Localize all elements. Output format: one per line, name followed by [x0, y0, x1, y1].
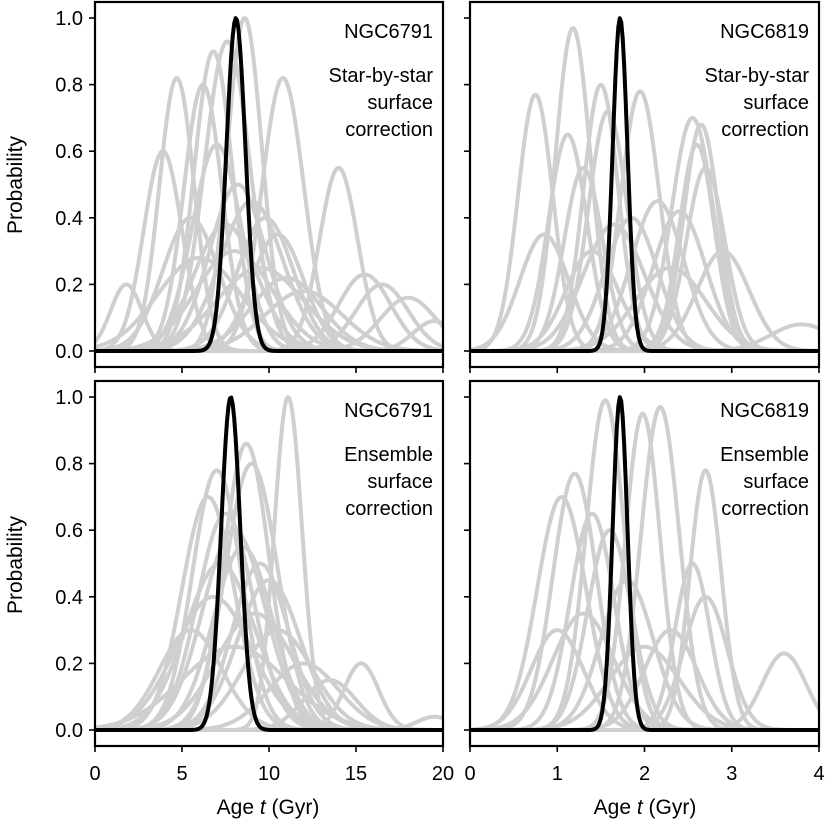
panel-ngc6791-ensemble: 0.0 0.2 0.4 0.6 0.8 1.0 0 5 10 15 20 NGC6791 Ensembl…	[55, 379, 454, 785]
method-label-line: surface	[367, 471, 433, 493]
method-label-line: correction	[345, 498, 433, 520]
ytick-label: 1.0	[55, 387, 83, 409]
xtick-label: 5	[176, 763, 187, 785]
ytick-label: 0.0	[55, 341, 83, 363]
cluster-label: NGC6819	[720, 400, 809, 422]
xtick-label: 15	[345, 763, 367, 785]
cluster-label: NGC6791	[344, 400, 433, 422]
individual-pdf-5	[470, 511, 819, 732]
individual-pdf-10	[470, 578, 819, 732]
curves	[470, 16, 819, 353]
xtick-label: 1	[552, 763, 563, 785]
method-label-line: Ensemble	[344, 444, 433, 466]
combined-pdf	[470, 16, 819, 353]
cluster-label: NGC6791	[344, 21, 433, 43]
curves	[470, 395, 819, 732]
ytick-label: 0.4	[55, 587, 83, 609]
curves	[95, 395, 443, 732]
method-label-line: correction	[721, 498, 809, 520]
xtick-label: 0	[464, 763, 475, 785]
xlabel-left: Age t (Gyr)	[217, 796, 320, 819]
ytick-label: 0.2	[55, 653, 83, 675]
curves	[95, 16, 443, 353]
ytick-label: 0.8	[55, 454, 83, 476]
cluster-label: NGC6819	[720, 21, 809, 43]
xtick-label: 2	[639, 763, 650, 785]
panel-ngc6819-star-by-star: NGC6819 Star-by-star surface correction	[464, 0, 821, 373]
xtick-label: 20	[432, 763, 454, 785]
ytick-label: 1.0	[55, 8, 83, 30]
method-label-line: Ensemble	[720, 444, 809, 466]
xtick-label: 4	[813, 763, 824, 785]
method-label-line: surface	[743, 92, 809, 114]
method-label-line: correction	[345, 119, 433, 141]
individual-pdf-10	[470, 142, 819, 353]
ylabel-top: Probability	[4, 135, 27, 234]
xtick-label: 3	[726, 763, 737, 785]
individual-pdf-6	[470, 528, 819, 732]
method-label-line: surface	[367, 92, 433, 114]
method-label-line: correction	[721, 119, 809, 141]
combined-pdf	[95, 395, 443, 732]
ytick-label: 0.8	[55, 75, 83, 97]
xtick-label: 0	[89, 763, 100, 785]
ytick-label: 0.4	[55, 208, 83, 230]
combined-pdf	[470, 395, 819, 732]
panel-ngc6819-ensemble: 0 1 2 3 4 NGC6819 Ensemble surface correction	[464, 379, 825, 785]
xlabel-right: Age t (Gyr)	[594, 796, 697, 819]
ytick-label: 0.2	[55, 274, 83, 296]
method-label-line: Star-by-star	[329, 65, 434, 87]
method-label-line: surface	[743, 471, 809, 493]
panel-ngc6791-star-by-star: 0.0 0.2 0.4 0.6 0.8 1.0 NGC6791 Star-by-star sur…	[55, 0, 445, 373]
ytick-label: 0.0	[55, 720, 83, 742]
ytick-label: 0.6	[55, 520, 83, 542]
ytick-label: 0.6	[55, 141, 83, 163]
combined-pdf	[95, 16, 443, 353]
method-label-line: Star-by-star	[705, 65, 810, 87]
ylabel-bottom: Probability	[4, 515, 27, 614]
xtick-label: 10	[258, 763, 280, 785]
